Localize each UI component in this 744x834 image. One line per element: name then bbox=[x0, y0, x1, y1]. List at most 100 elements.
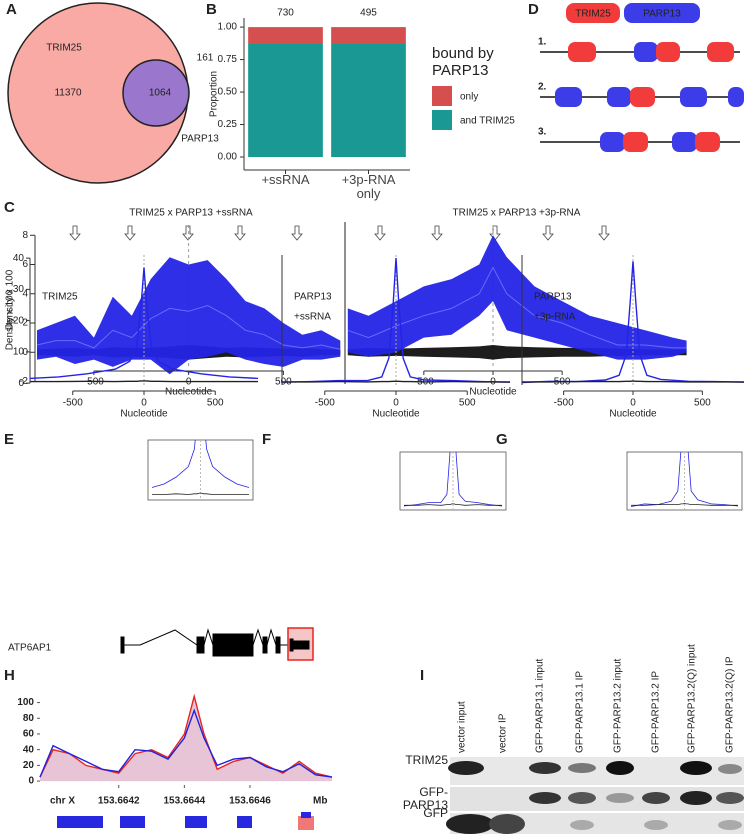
western-blot bbox=[446, 757, 744, 834]
x-tick-label: 0 bbox=[141, 398, 147, 409]
inset-line bbox=[404, 503, 502, 506]
inset-plot bbox=[151, 440, 250, 500]
y-tick-label: 0.50 bbox=[218, 87, 238, 98]
x-axis-title: Nucleotide bbox=[120, 409, 168, 420]
series-line bbox=[29, 267, 259, 380]
legend-pill bbox=[566, 3, 620, 23]
legend-pill bbox=[624, 3, 700, 23]
bar-segment bbox=[331, 27, 406, 44]
panel-letter: G bbox=[496, 431, 508, 448]
x-tick-label: 153.6644 bbox=[164, 796, 206, 807]
y-tick-label: 60 bbox=[23, 729, 35, 740]
y-tick-label: 40 bbox=[23, 744, 35, 755]
y-tick-label: 0 bbox=[28, 776, 34, 787]
row-number: 3. bbox=[538, 127, 547, 138]
count-label: 11370 bbox=[54, 88, 82, 99]
set-label: PARP13 bbox=[181, 134, 219, 145]
chart-title: TRIM25 x PARP13 +ssRNA bbox=[129, 208, 253, 219]
domain-diagram bbox=[540, 42, 744, 152]
panel-letter: E bbox=[4, 431, 14, 448]
band-band bbox=[347, 235, 687, 360]
y-tick-label: -2 bbox=[19, 376, 28, 387]
x-axis-title: Nucleotide bbox=[609, 409, 657, 420]
count-label: 161 bbox=[197, 53, 214, 64]
row-number: 2. bbox=[538, 82, 547, 93]
inset-line bbox=[630, 452, 739, 507]
y-tick-label: 20 bbox=[23, 760, 35, 771]
x-tick-label: 153.6646 bbox=[229, 796, 271, 807]
row-number: 1. bbox=[538, 37, 547, 48]
series-line bbox=[282, 380, 510, 383]
legend-label: only bbox=[460, 92, 478, 103]
inset-plot bbox=[630, 452, 739, 510]
x-axis-title: Nucleotide bbox=[469, 387, 517, 398]
x-tick-label: 0 bbox=[630, 398, 636, 409]
y-axis-title: Density x 100 bbox=[5, 269, 16, 330]
y-axis-title: Proportion bbox=[209, 71, 220, 117]
series-line bbox=[522, 380, 744, 383]
y-tick-label: 1.00 bbox=[218, 22, 238, 33]
total-label: 730 bbox=[277, 8, 294, 19]
bar-segment bbox=[331, 43, 406, 158]
chart-title: TRIM25 bbox=[42, 292, 78, 303]
legend-label: TRIM25 bbox=[575, 9, 611, 20]
panel-letter: D bbox=[528, 1, 539, 18]
x-tick-label: 500 bbox=[207, 398, 224, 409]
band-band bbox=[37, 257, 341, 375]
row-label: GFP bbox=[423, 806, 448, 820]
x-tick-label: 0 bbox=[393, 398, 399, 409]
lane-label: GFP-PARP13.2(Q) IP bbox=[725, 656, 736, 753]
y-tick-label: 40 bbox=[13, 253, 25, 264]
coverage-line bbox=[39, 693, 333, 778]
chrom-label: chr X bbox=[50, 796, 75, 807]
total-label: 495 bbox=[360, 8, 377, 19]
x-tick-label: 500 bbox=[694, 398, 711, 409]
legend-key bbox=[432, 86, 452, 106]
venn-set bbox=[122, 59, 190, 127]
panel-letter: B bbox=[206, 1, 217, 18]
inset-line bbox=[403, 452, 503, 507]
y-tick-label: 0 bbox=[18, 378, 24, 389]
chart-title: PARP13 bbox=[294, 292, 332, 303]
x-tick-label: 153.6642 bbox=[98, 796, 140, 807]
gene-name: ATP6AP1 bbox=[8, 643, 52, 654]
panel-letter: C bbox=[4, 199, 15, 216]
unit-label: Mb bbox=[313, 796, 327, 807]
x-tick-label: -500 bbox=[63, 398, 83, 409]
y-tick-label: 80 bbox=[23, 713, 35, 724]
y-tick-label: 4 bbox=[22, 288, 28, 299]
x-axis-title: Nucleotide bbox=[372, 409, 420, 420]
set-label: TRIM25 bbox=[46, 43, 82, 54]
y-tick-label: 8 bbox=[22, 230, 28, 241]
lane-label: vector input bbox=[457, 701, 468, 753]
y-tick-label: 6 bbox=[22, 259, 28, 270]
row-label: TRIM25 bbox=[405, 753, 448, 767]
chart-title: +3p-RNA bbox=[534, 312, 576, 323]
bar-segment bbox=[248, 43, 323, 158]
inset-line bbox=[152, 492, 249, 495]
inset-plot bbox=[403, 452, 503, 510]
y-tick-label: 100 bbox=[17, 697, 34, 708]
series-line bbox=[281, 258, 511, 383]
lane-label: GFP-PARP13.2(Q) input bbox=[687, 644, 698, 753]
series-line bbox=[30, 380, 258, 383]
coverage-area bbox=[40, 696, 332, 782]
legend-label: PARP13 bbox=[643, 9, 681, 20]
y-tick-label: 20 bbox=[13, 315, 25, 326]
panel-letter: A bbox=[6, 1, 17, 18]
y-axis-title: Density x 100 bbox=[5, 289, 16, 350]
x-tick-label: +3p-RNA only bbox=[341, 172, 396, 202]
y-tick-label: 0 bbox=[22, 347, 28, 358]
x-tick-label: -500 bbox=[315, 398, 335, 409]
lane-label: GFP-PARP13.1 input bbox=[535, 658, 546, 753]
legend-label: and TRIM25 bbox=[460, 116, 515, 127]
chart-title: TRIM25 x PARP13 +3p-RNA bbox=[453, 208, 581, 219]
lane-label: GFP-PARP13.1 IP bbox=[575, 671, 586, 753]
row-label: GFP-PARP13 bbox=[402, 785, 448, 813]
y-tick-label: 2 bbox=[22, 318, 28, 329]
read-track bbox=[57, 812, 314, 830]
y-tick-label: 0.00 bbox=[218, 152, 238, 163]
x-tick-label: -500 bbox=[554, 398, 574, 409]
